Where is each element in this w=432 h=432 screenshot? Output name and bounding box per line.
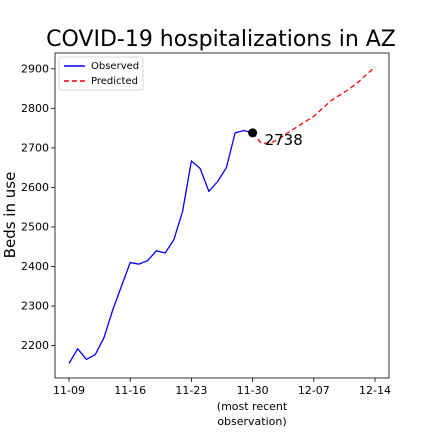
y-tick-label-2300: 2300	[21, 300, 49, 313]
x-tick-label-12-07: 12-07	[298, 384, 330, 397]
plot-frame	[54, 52, 390, 379]
x-tick-label-12-14: 12-14	[359, 384, 391, 397]
y-tick-label-2200: 2200	[21, 339, 49, 352]
x-tick-label-11-16: 11-16	[114, 384, 146, 397]
y-tick-label-2400: 2400	[21, 260, 49, 273]
legend-label-observed: Observed	[91, 61, 139, 72]
y-tick-label-2500: 2500	[21, 220, 49, 233]
series-line-predicted	[252, 66, 376, 144]
y-tick-label-2600: 2600	[21, 181, 49, 194]
x-axis-label-line-1: (most recent	[217, 400, 288, 413]
x-tick-label-11-30: 11-30	[237, 384, 269, 397]
y-tick-label-2800: 2800	[21, 102, 49, 115]
y-tick-label-2900: 2900	[21, 62, 49, 75]
latest-observation-marker	[248, 128, 258, 138]
x-tick-label-11-09: 11-09	[53, 384, 85, 397]
latest-observation-value-label: 2738	[265, 131, 303, 149]
y-tick-label-2700: 2700	[21, 141, 49, 154]
legend-label-predicted: Predicted	[91, 76, 138, 87]
series-line-observed	[68, 129, 253, 364]
chart-title: COVID-19 hospitalizations in AZ	[46, 27, 396, 52]
plot-area: 2200 2300 2400 2500 2600 2700 2800 2900 11-09 11-…	[21, 62, 391, 397]
x-axis-label-line-2: observation)	[217, 415, 286, 428]
legend: Observed Predicted	[58, 56, 144, 91]
y-axis-label: Beds in use	[1, 172, 19, 259]
x-tick-label-11-23: 11-23	[175, 384, 207, 397]
